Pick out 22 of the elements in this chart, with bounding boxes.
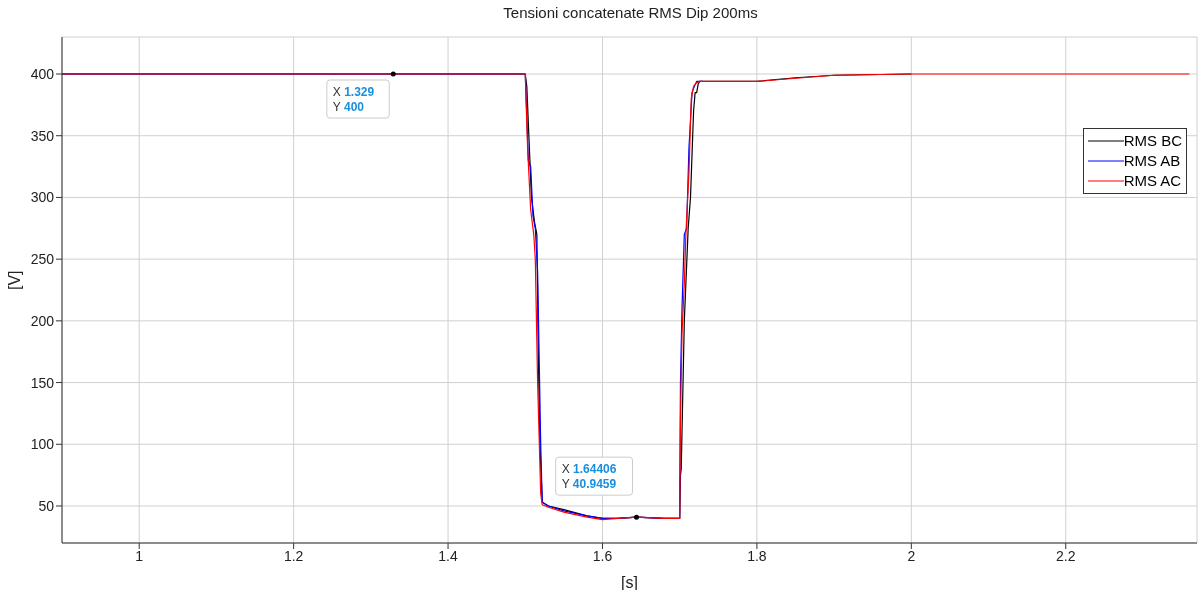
- y-tick-label: 50: [38, 497, 55, 514]
- y-tick-label: 100: [30, 436, 55, 453]
- legend-label: RMS BC: [1123, 131, 1182, 151]
- x-tick-label: 1.2: [283, 547, 304, 564]
- y-tick-label: 250: [30, 251, 55, 268]
- x-tick-label: 1.8: [747, 547, 767, 564]
- annotation: X 1.329 Y 400: [332, 85, 375, 115]
- annotation: X 1.64406 Y 40.9459: [561, 462, 617, 492]
- legend-label: RMS AC: [1123, 171, 1182, 191]
- y-axis-title: [V]: [5, 270, 23, 290]
- legend-label: RMS AB: [1123, 151, 1181, 171]
- chart-title: Tensioni concatenate RMS Dip 200ms: [502, 4, 759, 21]
- x-tick-label: 1: [135, 547, 144, 564]
- y-tick-label: 400: [30, 65, 55, 82]
- y-tick-label: 300: [30, 189, 55, 206]
- x-tick-label: 2.2: [1056, 547, 1076, 564]
- x-tick-label: 1.4: [438, 547, 458, 564]
- x-tick-label: 2: [907, 547, 916, 564]
- y-tick-label: 200: [30, 312, 55, 329]
- y-tick-label: 150: [30, 374, 55, 391]
- x-tick-label: 1.6: [592, 547, 613, 564]
- y-tick-label: 350: [30, 127, 55, 144]
